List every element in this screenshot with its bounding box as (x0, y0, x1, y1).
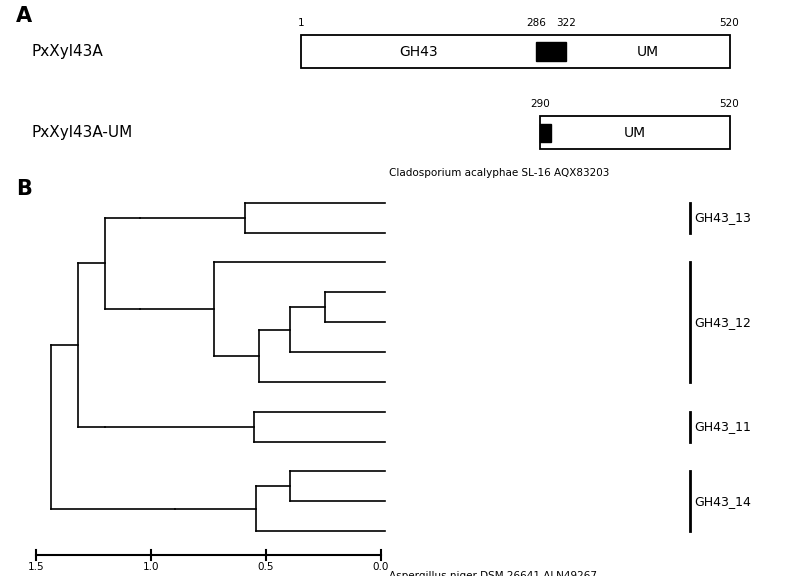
Text: GH43_12: GH43_12 (694, 316, 751, 329)
Text: A: A (16, 6, 32, 25)
Text: 0.0: 0.0 (373, 562, 389, 572)
Bar (540, 116, 730, 149)
Text: B: B (16, 179, 32, 199)
Text: 1.0: 1.0 (143, 562, 159, 572)
Text: 1.5: 1.5 (28, 562, 44, 572)
Text: 286: 286 (527, 18, 546, 28)
Text: GH43_11: GH43_11 (694, 420, 751, 433)
Text: Cladosporium acalyphae SL-16 AQX83203: Cladosporium acalyphae SL-16 AQX83203 (389, 168, 609, 178)
Text: 520: 520 (720, 98, 739, 109)
Text: 520: 520 (720, 18, 739, 28)
Text: GH43_13: GH43_13 (694, 211, 751, 224)
Bar (301, 35, 730, 68)
Text: Aspergillus niger DSM 26641 ALN49267: Aspergillus niger DSM 26641 ALN49267 (389, 571, 596, 576)
Text: UM: UM (637, 44, 659, 59)
Bar (540, 124, 550, 142)
Bar (537, 43, 566, 60)
Text: 1: 1 (298, 18, 305, 28)
Text: 322: 322 (556, 18, 577, 28)
Text: PxXyl43A: PxXyl43A (32, 44, 103, 59)
Text: UM: UM (623, 126, 646, 140)
Text: GH43_14: GH43_14 (694, 495, 751, 508)
Text: PxXyl43A-UM: PxXyl43A-UM (32, 125, 133, 140)
Text: 0.5: 0.5 (258, 562, 274, 572)
Text: 290: 290 (530, 98, 550, 109)
Text: GH43: GH43 (400, 44, 439, 59)
